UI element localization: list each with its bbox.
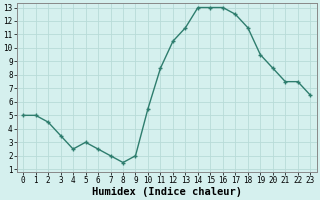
X-axis label: Humidex (Indice chaleur): Humidex (Indice chaleur) — [92, 186, 242, 197]
